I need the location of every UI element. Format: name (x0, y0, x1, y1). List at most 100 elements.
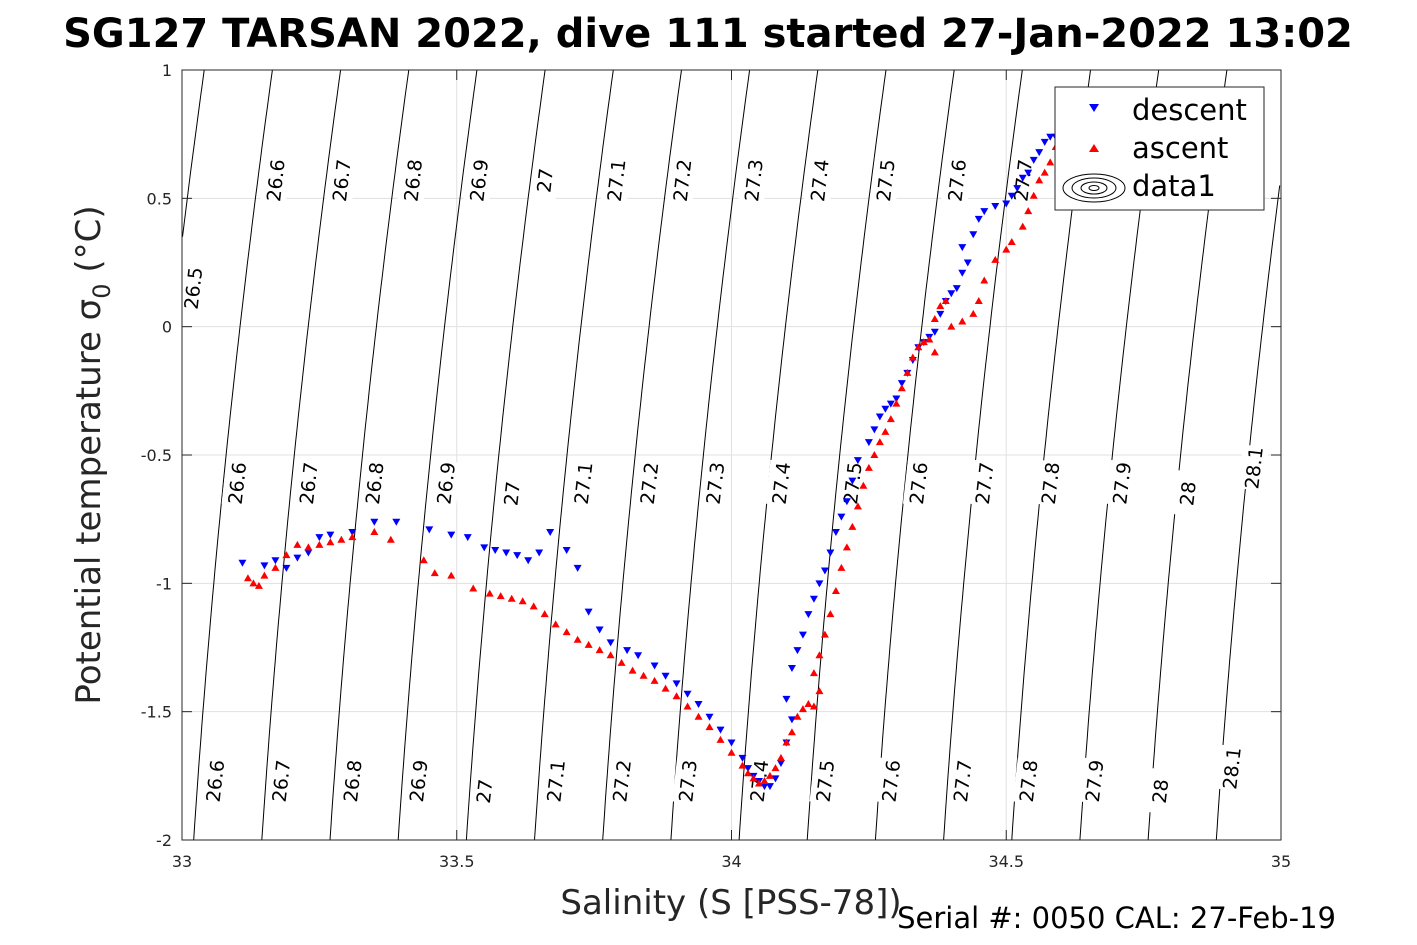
descent-point (870, 426, 879, 434)
ascent-point (771, 764, 780, 772)
ascent-point (304, 543, 313, 551)
density-contour-label: 27.8 (1016, 759, 1043, 804)
y-tick-label: -1.5 (141, 703, 172, 722)
contour-label-gap (402, 757, 434, 805)
descent-point (425, 526, 434, 534)
ascent-point (1040, 168, 1049, 176)
density-contour-line (943, 69, 1023, 841)
descent-point (963, 259, 972, 267)
contour-label-gap (463, 157, 495, 204)
descent-point (392, 518, 401, 526)
contour-label-gap (221, 459, 253, 507)
density-contour-labels: 26.5 26.6 26.7 26.8 26.9 27 27.1 27.2 27.3 27.4 27… (177, 157, 1269, 815)
descent-point (1013, 185, 1022, 193)
density-contour-label: 27.7 (950, 759, 977, 804)
density-contour-label: 26.5 (181, 266, 208, 311)
ascent-point (947, 322, 956, 330)
ascent-point (606, 651, 615, 659)
x-tick-label: 33.5 (439, 852, 475, 871)
ascent-point (419, 556, 428, 564)
density-contour-label: 27.3 (675, 759, 702, 804)
descent-point (787, 716, 796, 724)
contour-label-gap (177, 264, 209, 312)
descent-point (782, 695, 791, 703)
contour-label-gap (738, 157, 769, 204)
ascent-point (936, 302, 945, 310)
x-tick-label: 34.5 (988, 852, 1024, 871)
y-tick-label: 0 (162, 318, 172, 337)
density-contour-label: 26.6 (225, 461, 252, 506)
descent-point (293, 554, 302, 562)
density-contour-label: 27.3 (703, 461, 730, 506)
y-tick-label: -2 (156, 831, 172, 850)
density-contour-label: 27.1 (543, 759, 570, 804)
descent-point (848, 477, 857, 485)
ascent-point (809, 702, 818, 710)
ascent-point (969, 309, 978, 317)
contour-label-gap (1172, 470, 1203, 517)
contour-label-gap (1012, 757, 1044, 805)
density-contour-label: 27.5 (840, 461, 867, 506)
contour-label-gap (765, 459, 797, 507)
ascent-point (1007, 237, 1016, 245)
descent-point (650, 662, 659, 670)
contour-label-gap (633, 459, 665, 507)
ascent-point (903, 368, 912, 376)
descent-point (776, 760, 785, 767)
ascent-point (831, 587, 840, 595)
serial-calibration-note: Serial #: 0050 CAL: 27-Feb-19 (897, 901, 1336, 935)
density-contour-label: 27 (533, 167, 558, 194)
ascent-point (765, 771, 774, 779)
descent-point (881, 405, 890, 413)
ascent-point (749, 774, 758, 782)
descent-point (897, 380, 906, 388)
descent-point (765, 783, 774, 791)
descent-point (1024, 169, 1033, 177)
descent-point (947, 290, 956, 298)
contour-label-gap (430, 459, 462, 507)
ascent-point (919, 338, 928, 346)
density-contour-label: 26.8 (400, 158, 427, 203)
descent-point (980, 208, 989, 216)
density-contour-label: 26.9 (466, 158, 493, 203)
contour-label-gap (869, 157, 901, 204)
ascent-point (793, 712, 802, 720)
contour-label-gap (809, 757, 841, 805)
ascent-point (485, 589, 494, 597)
ascent-point (271, 563, 280, 571)
descent-point (562, 546, 571, 554)
descent-point (743, 765, 752, 773)
density-contour-label: 28 (1176, 480, 1201, 507)
x-tick-label: 33 (172, 852, 192, 871)
x-tick-label: 35 (1271, 852, 1291, 871)
contour-label-gap (540, 757, 572, 805)
descent-point (958, 244, 967, 252)
ascent-point (820, 630, 829, 638)
descent-point (463, 534, 472, 542)
contour-label-gap (941, 157, 973, 204)
ascent-point (853, 502, 862, 510)
descent-point (738, 754, 747, 762)
density-contour-label: 27.1 (604, 158, 631, 203)
ascent-point (743, 769, 752, 777)
ascent-point (529, 602, 538, 610)
contour-label-gap (1238, 444, 1269, 492)
ascent-point (562, 628, 571, 636)
descent-point (1035, 149, 1044, 157)
ascent-point (326, 538, 335, 546)
descent-point (864, 439, 873, 447)
ascent-point (243, 574, 252, 582)
contour-label-gap (1078, 757, 1110, 805)
ascent-point (930, 348, 939, 356)
ascent-point (804, 699, 813, 707)
density-contour-label: 27.7 (972, 461, 999, 506)
y-tick-label: 0.5 (147, 189, 172, 208)
ascent-point (826, 610, 835, 618)
ascent-point (881, 427, 890, 435)
descent-point (705, 713, 714, 721)
ascent-point (254, 581, 263, 589)
data-points (238, 133, 1066, 791)
ascent-point (842, 543, 851, 551)
